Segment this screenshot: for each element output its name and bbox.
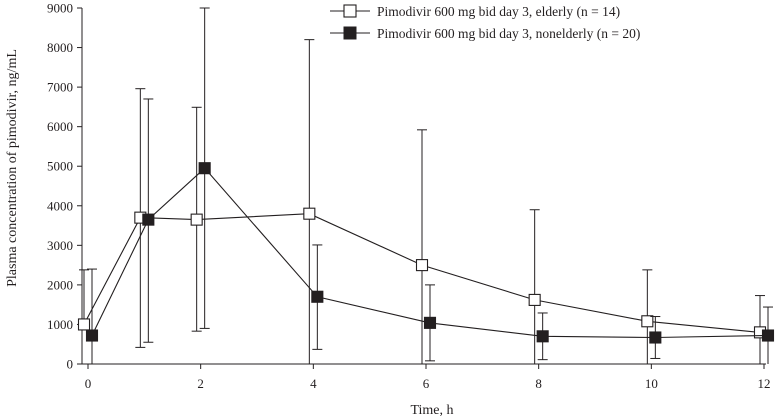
- legend: Pimodivir 600 mg bid day 3, elderly (n =…: [330, 4, 640, 41]
- data-point-elderly: [415, 259, 429, 272]
- y-tick-label: 9000: [47, 1, 73, 16]
- y-tick-label: 4000: [47, 198, 73, 213]
- x-tick-label: 10: [645, 376, 658, 391]
- data-point-nonelderly: [198, 162, 211, 175]
- x-tick-label: 0: [85, 376, 92, 391]
- series-elderly: [77, 39, 767, 364]
- legend-label-elderly: Pimodivir 600 mg bid day 3, elderly (n =…: [377, 4, 620, 19]
- x-tick-label: 4: [310, 376, 317, 391]
- y-tick-label: 1000: [47, 317, 73, 332]
- y-tick-label: 3000: [47, 238, 73, 253]
- data-point-nonelderly: [142, 213, 155, 226]
- y-tick-label: 6000: [47, 119, 73, 134]
- data-point-elderly: [77, 318, 91, 331]
- data-point-nonelderly: [311, 290, 324, 303]
- x-tick-label: 2: [197, 376, 204, 391]
- data-point-nonelderly: [649, 331, 662, 344]
- data-point-elderly: [528, 293, 541, 306]
- y-axis-ticks: 0 1000 2000 3000 4000 5000 6000 7000 8000 9000: [47, 1, 82, 372]
- data-point-elderly: [641, 315, 654, 328]
- y-axis-title: Plasma concentration of pimodivir, ng/mL: [5, 49, 20, 287]
- y-tick-label: 7000: [47, 80, 73, 95]
- legend-marker-nonelderly: [343, 26, 357, 40]
- x-axis-ticks: 0 2 4 6 8 10 12: [85, 364, 771, 391]
- x-tick-label: 6: [423, 376, 430, 391]
- plot-area: 0 1000 2000 3000 4000 5000 6000 7000 8000 9000 0 2…: [47, 1, 775, 391]
- y-tick-label: 2000: [47, 277, 73, 292]
- data-point-nonelderly: [423, 316, 437, 329]
- y-tick-label: 8000: [47, 40, 73, 55]
- data-point-nonelderly: [536, 330, 549, 343]
- legend-marker-elderly: [343, 4, 357, 18]
- data-point-nonelderly: [85, 329, 99, 342]
- y-tick-label: 5000: [47, 159, 73, 174]
- data-point-elderly: [190, 213, 203, 226]
- data-point-nonelderly: [761, 329, 775, 342]
- series-line-nonelderly: [91, 167, 769, 339]
- y-tick-label: 0: [67, 357, 74, 372]
- x-tick-label: 8: [535, 376, 542, 391]
- legend-label-nonelderly: Pimodivir 600 mg bid day 3, nonelderly (…: [377, 26, 640, 41]
- x-tick-label: 12: [758, 376, 771, 391]
- data-point-elderly: [303, 207, 316, 220]
- x-axis-title: Time, h: [410, 403, 453, 418]
- series-nonelderly: [85, 7, 775, 364]
- series-layer: [77, 7, 775, 364]
